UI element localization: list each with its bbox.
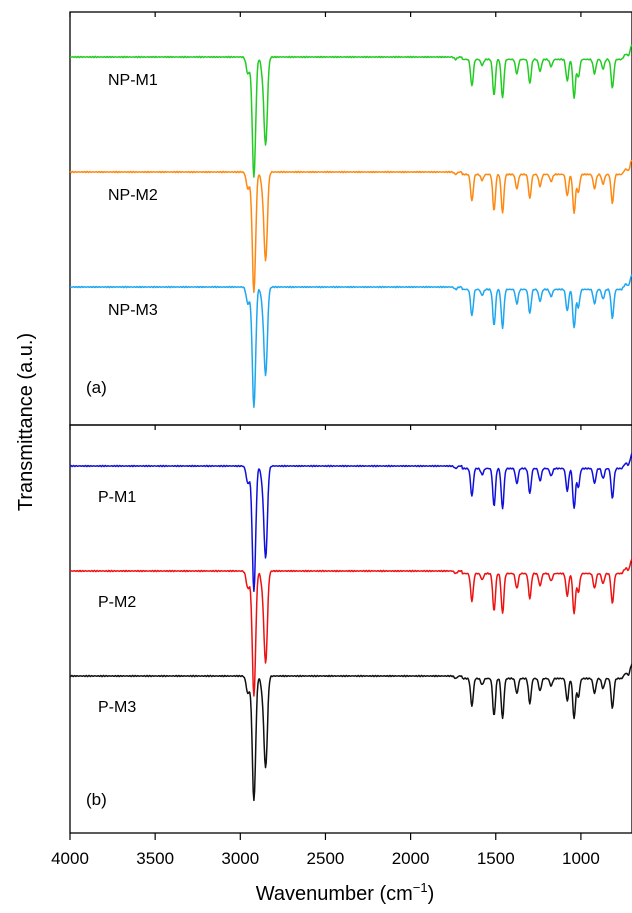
- series-line-np-m1: [69, 44, 632, 178]
- series-line-p-m1: [69, 452, 632, 593]
- series-label-np-m2: NP-M2: [108, 187, 158, 204]
- x-axis-title-main: Wavenumber (cm: [256, 883, 413, 905]
- x-tick-label: 3500: [136, 849, 174, 868]
- x-axis-title: Wavenumber (cm−1): [256, 880, 435, 905]
- series-line-p-m3: [69, 663, 632, 802]
- series-label-p-m2: P-M2: [98, 594, 136, 611]
- series-label-p-m3: P-M3: [98, 699, 136, 716]
- x-axis-title-exponent: −1: [413, 880, 428, 895]
- panel-b-frame: [69, 424, 632, 834]
- panel-a: NP-M1 NP-M2 NP-M3 (a): [69, 11, 632, 426]
- series-label-np-m1: NP-M1: [108, 72, 158, 89]
- series-line-np-m3: [69, 274, 632, 408]
- y-axis-title: Transmittance (a.u.): [15, 333, 37, 511]
- panel-b-spectra: P-M1 P-M2 P-M3: [69, 452, 632, 802]
- x-tick-label: 1000: [562, 849, 600, 868]
- x-tick-label: 1500: [477, 849, 515, 868]
- x-axis: 4000 3500 3000 2500 2000 1500 1000: [51, 12, 600, 868]
- series-line-p-m2: [69, 558, 632, 697]
- x-tick-label: 3000: [221, 849, 259, 868]
- panel-b: P-M1 P-M2 P-M3 (b): [69, 424, 632, 834]
- x-tick-label: 2500: [307, 849, 345, 868]
- x-axis-title-close: ): [428, 883, 435, 905]
- series-label-np-m3: NP-M3: [108, 302, 158, 319]
- panel-b-label: (b): [86, 790, 107, 809]
- panel-a-spectra: NP-M1 NP-M2 NP-M3: [69, 44, 632, 408]
- panel-a-label: (a): [86, 378, 107, 397]
- x-tick-label: 2000: [392, 849, 430, 868]
- x-tick-label: 4000: [51, 849, 89, 868]
- series-line-np-m2: [69, 159, 632, 294]
- series-label-p-m1: P-M1: [98, 489, 136, 506]
